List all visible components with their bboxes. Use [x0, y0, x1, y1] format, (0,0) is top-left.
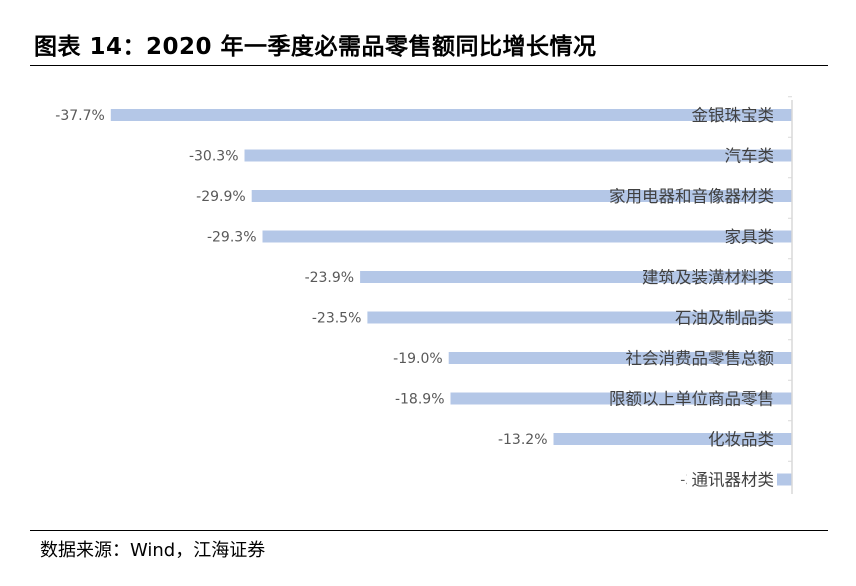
bars-layer	[110, 109, 793, 486]
bar-5	[367, 311, 792, 324]
category-label-0: 金银珠宝类	[692, 106, 775, 125]
value-label-5: -23.5%	[312, 311, 362, 327]
category-label-8: 化妆品类	[708, 430, 774, 449]
value-label-7: -18.9%	[395, 392, 445, 408]
axis-layer	[788, 96, 793, 494]
value-label-0: -37.7%	[55, 108, 105, 124]
bar-3	[262, 230, 792, 243]
bar-4	[360, 271, 792, 283]
category-label-3: 家具类	[725, 228, 775, 247]
bar-8	[553, 433, 792, 445]
page-title: 图表 14：2020 年一季度必需品零售额同比增长情况	[34, 34, 597, 60]
bar-7	[450, 392, 792, 405]
footer-divider	[30, 530, 828, 531]
category-label-6: 社会消费品零售总额	[626, 349, 775, 368]
category-label-4: 建筑及装潢材料类	[642, 268, 774, 287]
category-label-7: 限额以上单位商品零售	[609, 390, 774, 409]
value-label-3: -29.3%	[207, 230, 257, 246]
category-label-bg-9	[687, 469, 777, 490]
category-label-2: 家用电器和音像器材类	[609, 187, 774, 206]
value-label-6: -19.0%	[393, 351, 443, 367]
value-label-2: -29.9%	[196, 189, 246, 205]
value-label-4: -23.9%	[305, 270, 355, 286]
bar-1	[244, 149, 792, 162]
value-label-1: -30.3%	[189, 149, 239, 165]
value-label-8: -13.2%	[498, 432, 548, 448]
labels-layer: -37.7% 金银珠宝类 -30.3% 汽车类 -29.9% 家用电器和音像器材类 -29.…	[55, 106, 777, 490]
category-label-9: 通讯器材类	[692, 471, 775, 490]
category-label-1: 汽车类	[725, 147, 775, 166]
bar-6	[448, 352, 792, 364]
title-divider	[30, 65, 828, 66]
data-source-note: 数据来源：Wind，江海证券	[40, 540, 266, 561]
bar-2	[251, 190, 792, 202]
category-label-5: 石油及制品类	[675, 309, 774, 328]
bar-0	[110, 109, 793, 121]
